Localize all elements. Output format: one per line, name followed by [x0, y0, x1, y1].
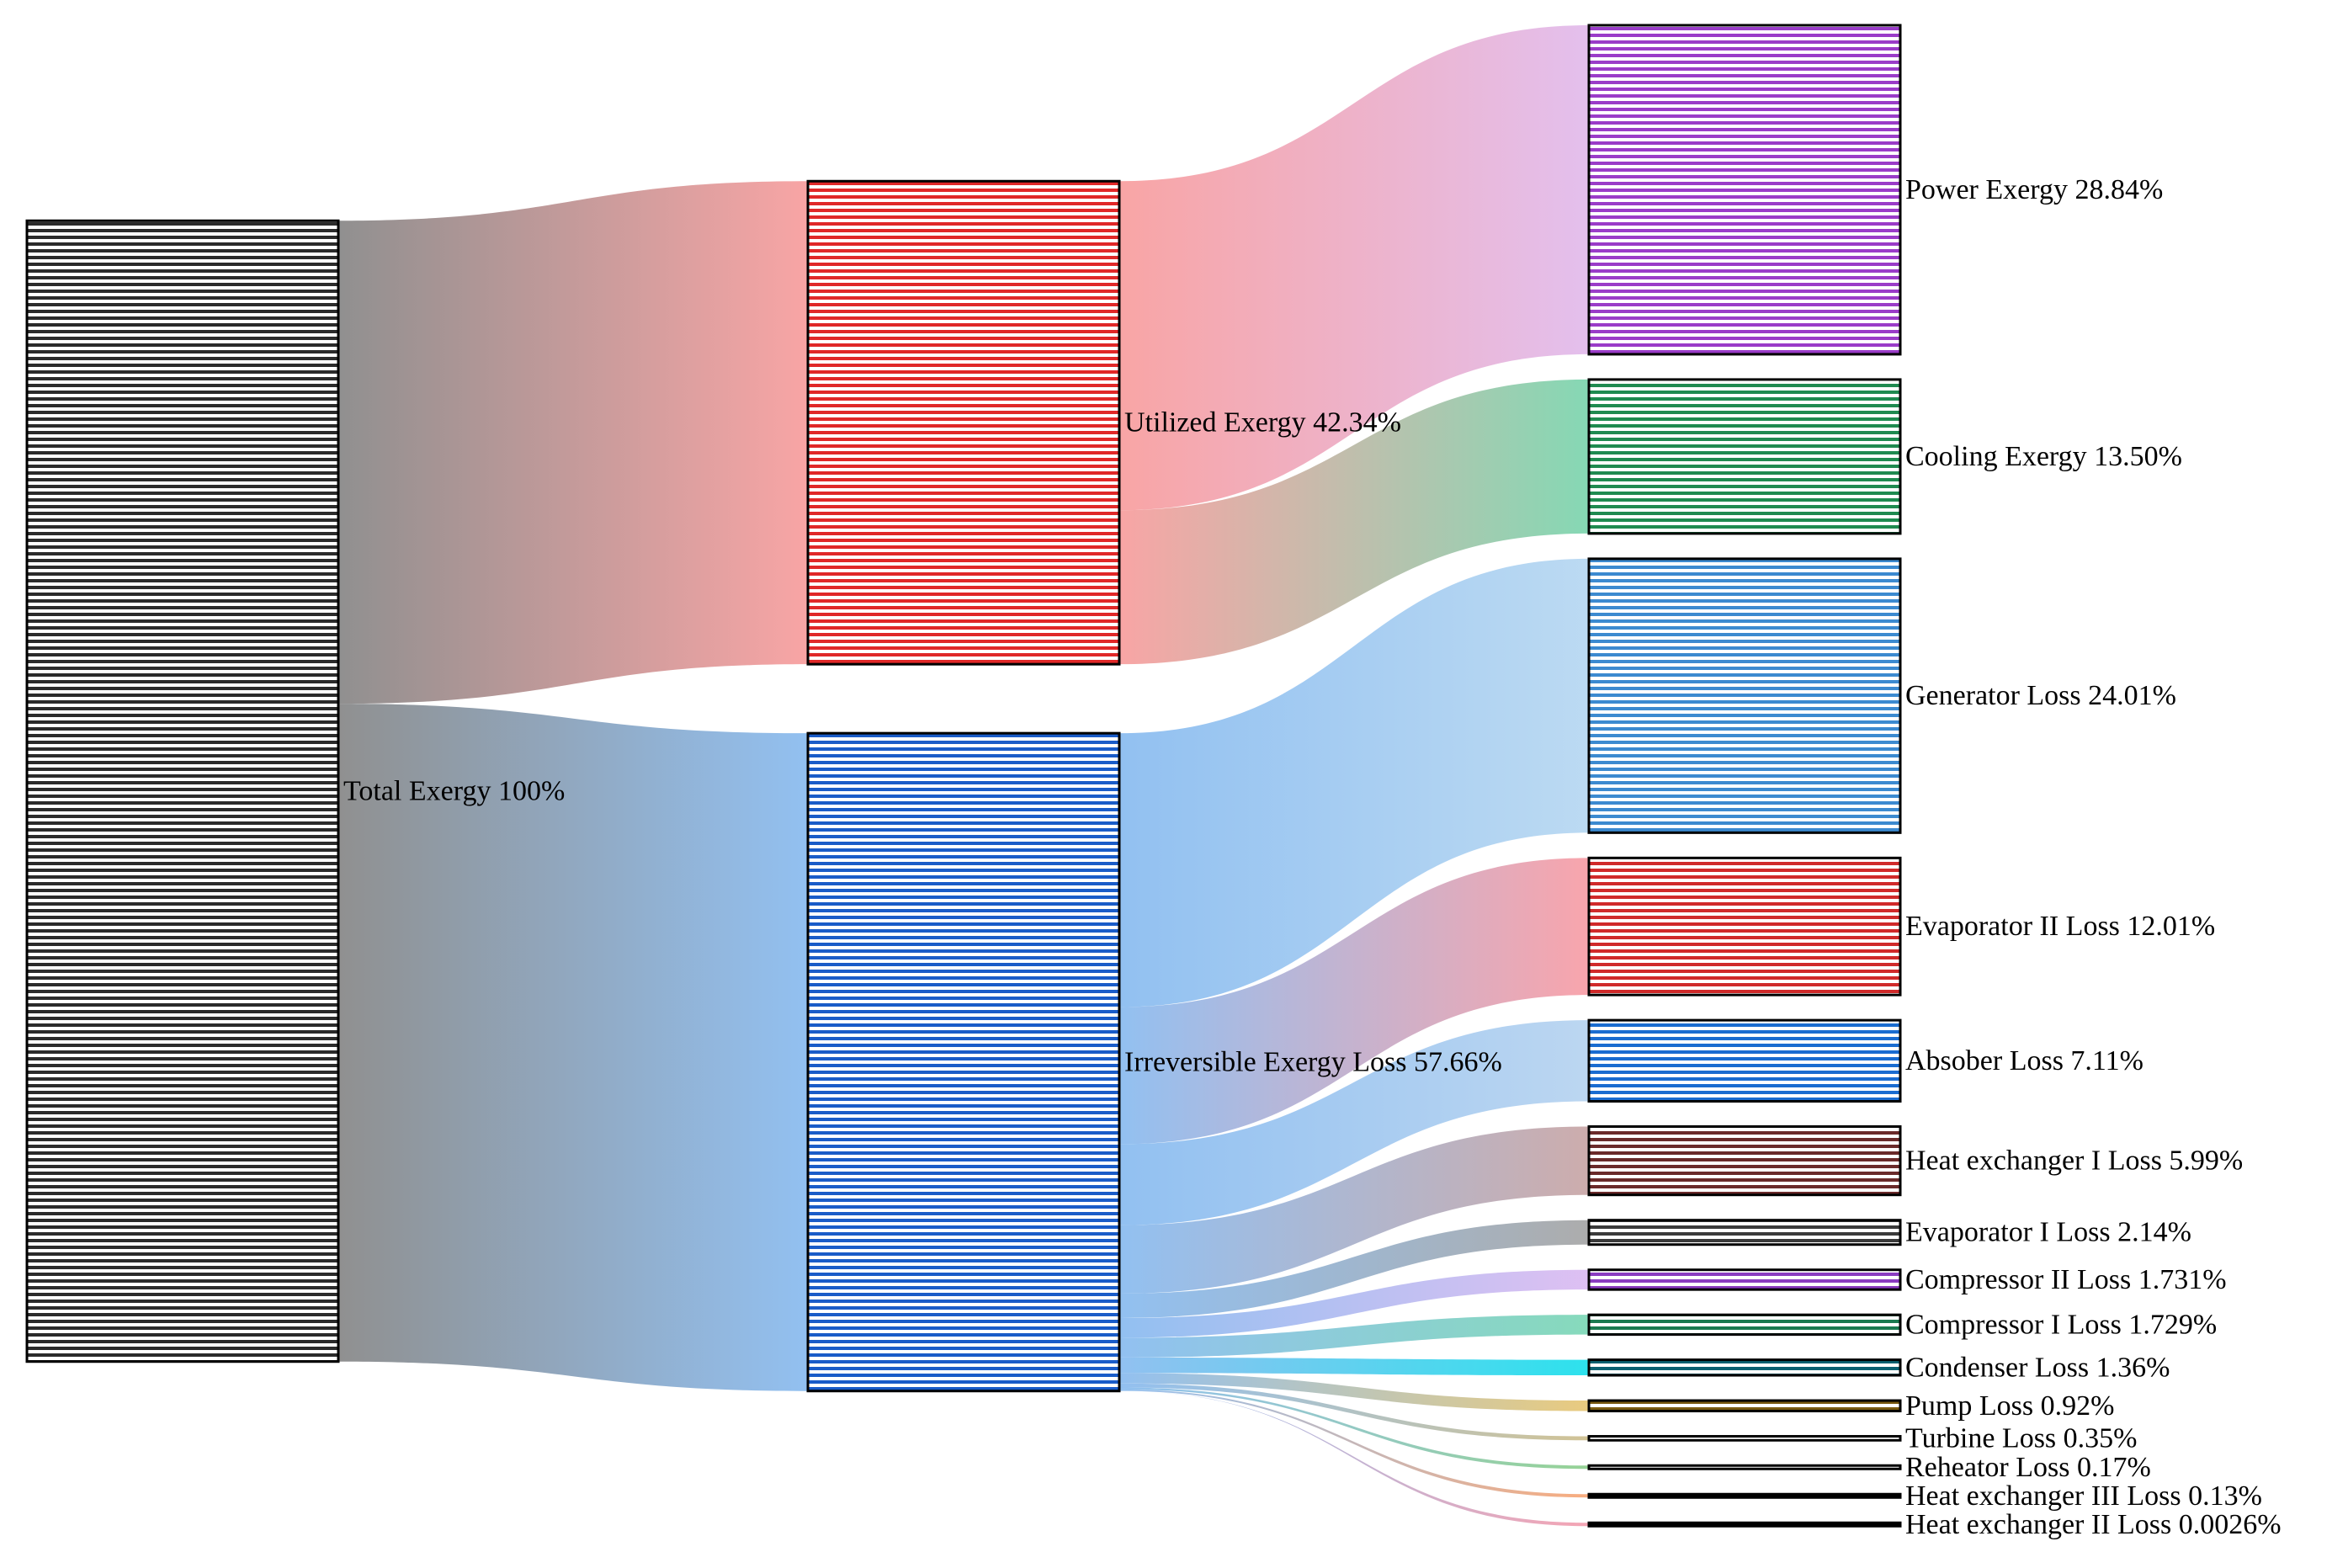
node-power: [1587, 24, 1902, 356]
link-irreversible-evap2: [1119, 858, 1589, 1145]
label-hx3: Heat exchanger III Loss 0.13%: [1905, 1480, 2262, 1512]
labels-layer: Total Exergy 100% Utilized Exergy 42.34% I…: [343, 174, 2282, 1540]
node-hx2: [1587, 1521, 1902, 1528]
label-turbine: Turbine Loss 0.35%: [1905, 1422, 2138, 1454]
link-utilized-power: [1119, 25, 1589, 511]
link-irreversible-comp2: [1119, 1269, 1589, 1338]
link-irreversible-evap1: [1119, 1220, 1589, 1318]
link-irreversible-hx3: [1119, 1389, 1589, 1498]
label-irreversible: Irreversible Exergy Loss 57.66%: [1124, 1046, 1502, 1077]
link-irreversible-hx1: [1119, 1126, 1589, 1294]
node-comp2: [1587, 1268, 1902, 1291]
node-turbine: [1587, 1435, 1902, 1442]
node-utilized: [806, 179, 1121, 666]
label-pump: Pump Loss 0.92%: [1905, 1390, 2114, 1422]
label-evap1: Evaporator I Loss 2.14%: [1905, 1217, 2191, 1248]
link-total-irreversible: [338, 704, 808, 1391]
link-utilized-cooling: [1119, 379, 1589, 665]
node-hx1: [1587, 1125, 1902, 1197]
link-irreversible-comp1: [1119, 1315, 1589, 1358]
label-absorber: Absober Loss 7.11%: [1905, 1045, 2143, 1076]
node-irreversible: [806, 731, 1121, 1393]
link-total-utilized: [338, 181, 808, 704]
label-evap2: Evaporator II Loss 12.01%: [1905, 911, 2215, 942]
node-absorber: [1587, 1018, 1902, 1103]
label-utilized: Utilized Exergy 42.34%: [1124, 407, 1401, 439]
node-hx3: [1587, 1492, 1902, 1499]
label-hx1: Heat exchanger I Loss 5.99%: [1905, 1145, 2243, 1177]
node-total: [25, 219, 340, 1363]
node-evap2: [1587, 856, 1902, 997]
label-cooling: Cooling Exergy 13.50%: [1905, 441, 2182, 472]
link-irreversible-hx2: [1119, 1390, 1589, 1527]
label-condenser: Condenser Loss 1.36%: [1905, 1352, 2170, 1383]
label-comp2: Compressor II Loss 1.731%: [1905, 1264, 2227, 1295]
link-irreversible-absorber: [1119, 1020, 1589, 1225]
label-hx2: Heat exchanger II Loss 0.0026%: [1905, 1509, 2282, 1540]
node-comp1: [1587, 1313, 1902, 1337]
label-comp1: Compressor I Loss 1.729%: [1905, 1309, 2217, 1340]
label-generator: Generator Loss 24.01%: [1905, 680, 2176, 711]
node-condenser: [1587, 1358, 1902, 1377]
nodes-layer: [25, 24, 1902, 1528]
link-irreversible-turbine: [1119, 1383, 1589, 1441]
node-cooling: [1587, 378, 1902, 535]
label-reheater: Reheator Loss 0.17%: [1905, 1452, 2151, 1483]
link-irreversible-generator: [1119, 558, 1589, 1007]
link-irreversible-condenser: [1119, 1357, 1589, 1376]
node-reheater: [1587, 1464, 1902, 1470]
links-layer: [338, 25, 1589, 1527]
node-pump: [1587, 1399, 1902, 1413]
link-irreversible-pump: [1119, 1373, 1589, 1411]
link-irreversible-reheater: [1119, 1387, 1589, 1470]
node-evap1: [1587, 1219, 1902, 1246]
label-total: Total Exergy 100%: [343, 776, 565, 807]
label-power: Power Exergy 28.84%: [1905, 174, 2163, 205]
node-generator: [1587, 557, 1902, 834]
